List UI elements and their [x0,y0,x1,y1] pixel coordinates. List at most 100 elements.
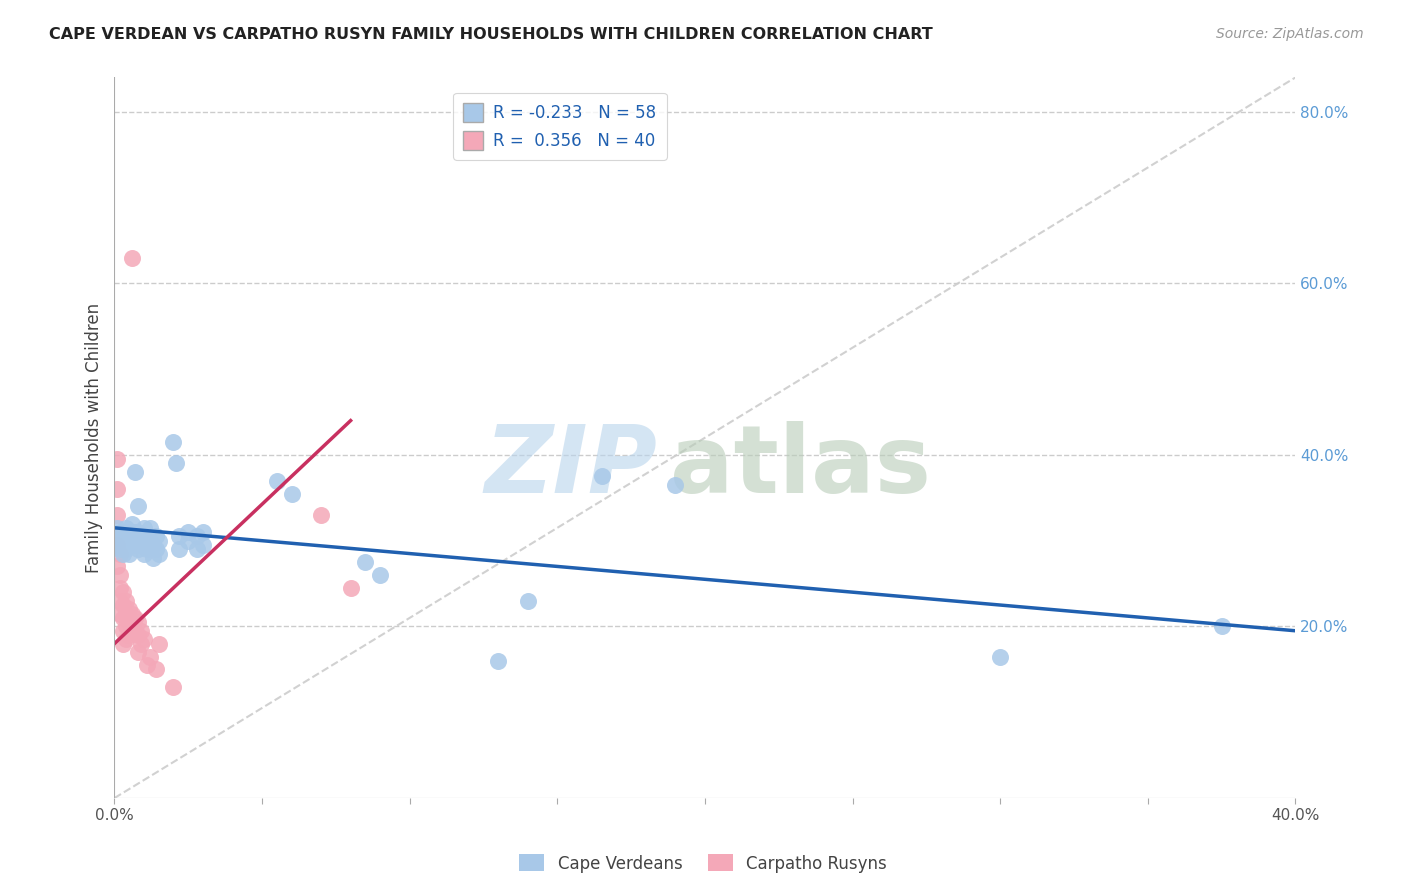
Point [591,469,613,483]
Text: CAPE VERDEAN VS CARPATHO RUSYN FAMILY HOUSEHOLDS WITH CHILDREN CORRELATION CHART: CAPE VERDEAN VS CARPATHO RUSYN FAMILY HO… [49,27,934,42]
Point [112,538,135,552]
Point [169,542,191,557]
Point [148,637,170,651]
Point [177,533,200,548]
Point [186,529,208,543]
Point [115,619,138,633]
Text: Source: ZipAtlas.com: Source: ZipAtlas.com [1216,27,1364,41]
Point [110,547,132,561]
Point [162,435,184,450]
Point [142,538,165,552]
Point [127,542,149,557]
Point [115,632,138,647]
Point [135,529,157,543]
Point [110,581,132,595]
Point [118,628,141,642]
Point [145,662,167,676]
Point [110,607,132,621]
Point [129,529,152,543]
Point [112,637,135,651]
Point [110,568,132,582]
Point [105,538,128,552]
Point [115,529,138,543]
Point [148,533,170,548]
Point [127,645,149,659]
Text: atlas: atlas [669,420,931,513]
Point [127,628,149,642]
Point [124,538,146,552]
Point [191,538,214,552]
Point [118,525,141,540]
Legend: Cape Verdeans, Carpatho Rusyns: Cape Verdeans, Carpatho Rusyns [513,847,893,880]
Point [127,500,149,514]
Point [142,550,165,565]
Point [132,547,155,561]
Point [115,607,138,621]
Point [121,516,143,531]
Point [105,521,128,535]
Point [129,538,152,552]
Point [148,547,170,561]
Point [118,615,141,630]
Legend: R = -0.233   N = 58, R =  0.356   N = 40: R = -0.233 N = 58, R = 0.356 N = 40 [454,93,666,160]
Point [105,538,128,552]
Point [112,585,135,599]
Point [110,525,132,540]
Point [112,533,135,548]
Point [112,611,135,625]
Point [664,478,686,492]
Y-axis label: Family Households with Children: Family Households with Children [86,302,103,573]
Point [191,525,214,540]
Point [354,555,377,569]
Point [132,632,155,647]
Point [121,607,143,621]
Point [169,529,191,543]
Point [105,508,128,522]
Point [127,615,149,630]
Point [121,619,143,633]
Point [165,457,187,471]
Point [110,529,132,543]
Point [115,521,138,535]
Point [132,533,155,548]
Point [124,624,146,638]
Point [115,542,138,557]
Point [132,521,155,535]
Point [368,568,391,582]
Point [118,538,141,552]
Point [988,649,1011,664]
Point [129,637,152,651]
Point [486,654,509,668]
Point [105,482,128,496]
Point [162,680,184,694]
Point [118,602,141,616]
Point [121,533,143,548]
Point [110,542,132,557]
Point [115,593,138,607]
Text: ZIP: ZIP [485,420,658,513]
Point [266,474,288,488]
Point [186,542,208,557]
Point [112,547,135,561]
Point [280,486,302,500]
Point [118,547,141,561]
Point [124,465,146,479]
Point [177,525,200,540]
Point [1211,619,1233,633]
Point [121,251,143,265]
Point [139,649,162,664]
Point [129,624,152,638]
Point [139,533,162,548]
Point [112,624,135,638]
Point [105,452,128,467]
Point [115,533,138,548]
Point [124,525,146,540]
Point [309,508,332,522]
Point [112,598,135,612]
Point [139,521,162,535]
Point [516,593,538,607]
Point [339,581,361,595]
Point [145,542,167,557]
Point [135,542,157,557]
Point [110,593,132,607]
